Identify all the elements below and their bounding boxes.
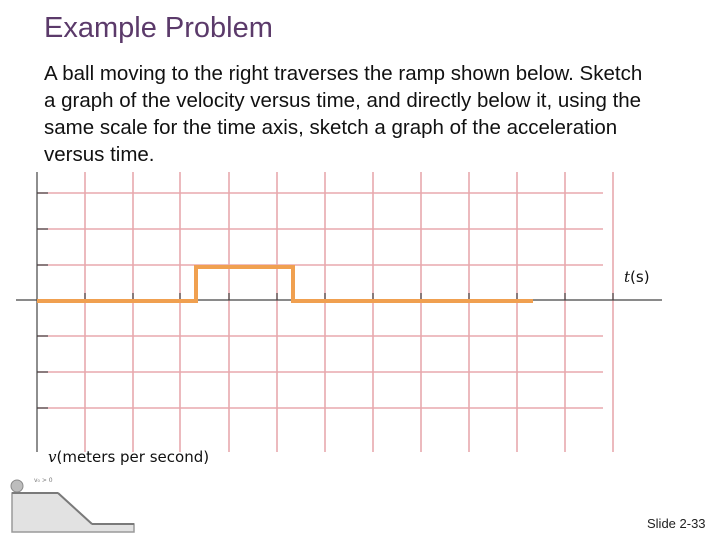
problem-line: A ball moving to the right traverses the… — [44, 62, 643, 85]
problem-line: a graph of the velocity versus time, and… — [44, 89, 642, 112]
velocity-curve — [36, 265, 534, 303]
velocity-axis-label: v(meters per second) — [48, 448, 209, 466]
problem-line: same scale for the time axis, sketch a g… — [44, 116, 618, 139]
ramp-thumbnail: v₀ > 0 — [10, 477, 135, 533]
slide-title: Example Problem — [44, 12, 273, 44]
ball-icon — [10, 479, 24, 493]
velocity-axis-unit: (meters per second) — [56, 448, 210, 466]
time-axis-label: t(s) — [624, 268, 650, 286]
velocity-curve-line — [37, 265, 533, 303]
ramp-slope — [57, 492, 93, 525]
ramp-velocity-label: v₀ > 0 — [34, 477, 53, 484]
problem-text: A ball moving to the right traverses the… — [44, 60, 704, 168]
slide-number: Slide 2-33 — [647, 516, 706, 531]
problem-line: versus time. — [44, 143, 155, 166]
time-axis-unit: (s) — [630, 268, 650, 286]
velocity-axis-symbol: v — [48, 448, 57, 466]
time-axis-symbol: t — [624, 268, 631, 286]
ramp-shape — [11, 492, 135, 533]
graph-grid — [37, 172, 614, 452]
